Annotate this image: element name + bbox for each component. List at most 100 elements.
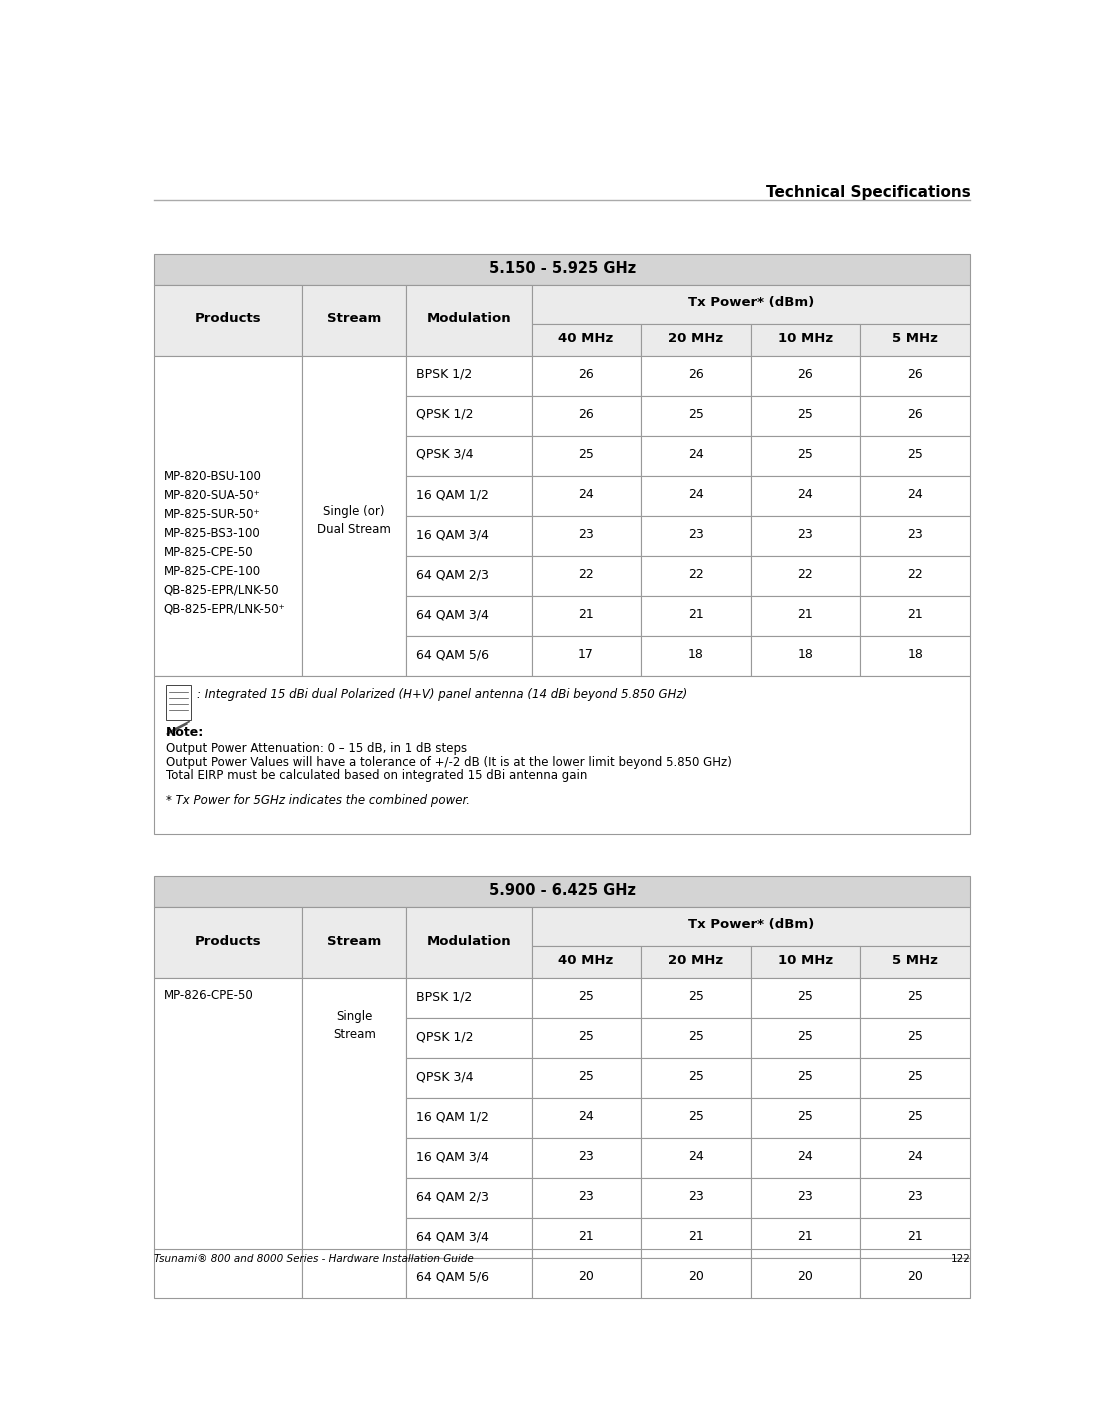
Text: Single (or)
Dual Stream: Single (or) Dual Stream: [317, 505, 392, 536]
Bar: [532, 396, 641, 436]
Bar: [407, 1258, 532, 1299]
Text: BPSK 1/2: BPSK 1/2: [416, 368, 472, 381]
Text: 26: 26: [578, 408, 593, 421]
Text: Total EIRP must be calculated based on integrated 15 dBi antenna gain: Total EIRP must be calculated based on i…: [166, 770, 587, 783]
Bar: [407, 1058, 532, 1098]
Text: 122: 122: [950, 1253, 970, 1263]
Text: 24: 24: [907, 1151, 924, 1164]
Text: 64 QAM 3/4: 64 QAM 3/4: [416, 607, 488, 622]
Text: 22: 22: [907, 568, 924, 582]
Text: 10 MHz: 10 MHz: [778, 954, 833, 967]
Bar: [407, 907, 532, 978]
Bar: [641, 978, 750, 1018]
Bar: [532, 1098, 641, 1138]
Bar: [407, 396, 532, 436]
Bar: [532, 324, 641, 356]
Bar: [750, 1138, 860, 1178]
Bar: [641, 396, 750, 436]
Text: 5.150 - 5.925 GHz: 5.150 - 5.925 GHz: [488, 261, 636, 275]
Bar: [750, 1218, 860, 1258]
Text: 23: 23: [688, 528, 703, 540]
Bar: [750, 1258, 860, 1299]
Text: 20 MHz: 20 MHz: [668, 954, 723, 967]
Text: 20: 20: [578, 1271, 593, 1283]
Text: 40 MHz: 40 MHz: [558, 954, 613, 967]
Text: 21: 21: [907, 1231, 924, 1243]
Bar: [641, 636, 750, 676]
Bar: [641, 1098, 750, 1138]
Bar: [302, 285, 407, 356]
Bar: [532, 1218, 641, 1258]
Bar: [407, 1178, 532, 1218]
Bar: [750, 356, 860, 396]
Bar: [860, 556, 970, 596]
Bar: [641, 1218, 750, 1258]
Text: Technical Specifications: Technical Specifications: [766, 185, 970, 200]
Text: 18: 18: [907, 649, 924, 662]
Text: QPSK 1/2: QPSK 1/2: [416, 408, 473, 421]
Bar: [750, 1178, 860, 1218]
Bar: [532, 945, 641, 978]
Text: 40 MHz: 40 MHz: [558, 332, 613, 345]
Bar: [750, 945, 860, 978]
Bar: [155, 676, 970, 834]
Bar: [860, 324, 970, 356]
Text: 25: 25: [688, 990, 703, 1002]
Bar: [407, 476, 532, 516]
Bar: [302, 978, 407, 1299]
Text: Output Power Values will have a tolerance of +/-2 dB (It is at the lower limit b: Output Power Values will have a toleranc…: [166, 756, 732, 769]
Text: 25: 25: [907, 1070, 924, 1084]
Text: * Tx Power for 5GHz indicates the combined power.: * Tx Power for 5GHz indicates the combin…: [166, 794, 470, 807]
Text: 23: 23: [688, 1191, 703, 1204]
Bar: [860, 945, 970, 978]
Bar: [532, 556, 641, 596]
Bar: [641, 556, 750, 596]
Bar: [641, 1018, 750, 1058]
Bar: [750, 978, 860, 1018]
Bar: [860, 1258, 970, 1299]
Text: 17: 17: [578, 649, 593, 662]
Bar: [641, 516, 750, 556]
Text: 5 MHz: 5 MHz: [892, 332, 938, 345]
Text: 24: 24: [688, 488, 703, 501]
Text: 24: 24: [578, 488, 593, 501]
Text: 25: 25: [798, 1070, 813, 1084]
Text: 21: 21: [798, 1231, 813, 1243]
Text: 23: 23: [578, 528, 593, 540]
Text: 64 QAM 2/3: 64 QAM 2/3: [416, 568, 488, 582]
Bar: [532, 476, 641, 516]
Text: 24: 24: [578, 1111, 593, 1124]
Bar: [407, 436, 532, 476]
Bar: [407, 636, 532, 676]
Text: 18: 18: [688, 649, 703, 662]
Bar: [641, 596, 750, 636]
Bar: [532, 1058, 641, 1098]
Bar: [155, 978, 302, 1299]
Bar: [407, 556, 532, 596]
Bar: [860, 1018, 970, 1058]
Bar: [641, 1138, 750, 1178]
Bar: [532, 1178, 641, 1218]
Text: Output Power Attenuation: 0 – 15 dB, in 1 dB steps: Output Power Attenuation: 0 – 15 dB, in …: [166, 742, 467, 754]
Text: 24: 24: [688, 1151, 703, 1164]
Bar: [750, 436, 860, 476]
Text: Stream: Stream: [327, 312, 382, 325]
Text: 23: 23: [578, 1191, 593, 1204]
Bar: [532, 356, 641, 396]
Text: 23: 23: [798, 528, 813, 540]
Text: 21: 21: [578, 1231, 593, 1243]
Text: 26: 26: [578, 368, 593, 381]
Text: 10 MHz: 10 MHz: [778, 332, 833, 345]
Text: 64 QAM 3/4: 64 QAM 3/4: [416, 1231, 488, 1243]
Text: 21: 21: [907, 607, 924, 622]
Text: 20: 20: [688, 1271, 703, 1283]
Bar: [532, 285, 970, 324]
Text: 26: 26: [907, 408, 924, 421]
Text: 26: 26: [688, 368, 703, 381]
Text: 25: 25: [688, 1030, 703, 1042]
Bar: [641, 324, 750, 356]
Bar: [860, 1138, 970, 1178]
Bar: [750, 396, 860, 436]
Text: 24: 24: [798, 1151, 813, 1164]
Text: 64 QAM 2/3: 64 QAM 2/3: [416, 1191, 488, 1204]
